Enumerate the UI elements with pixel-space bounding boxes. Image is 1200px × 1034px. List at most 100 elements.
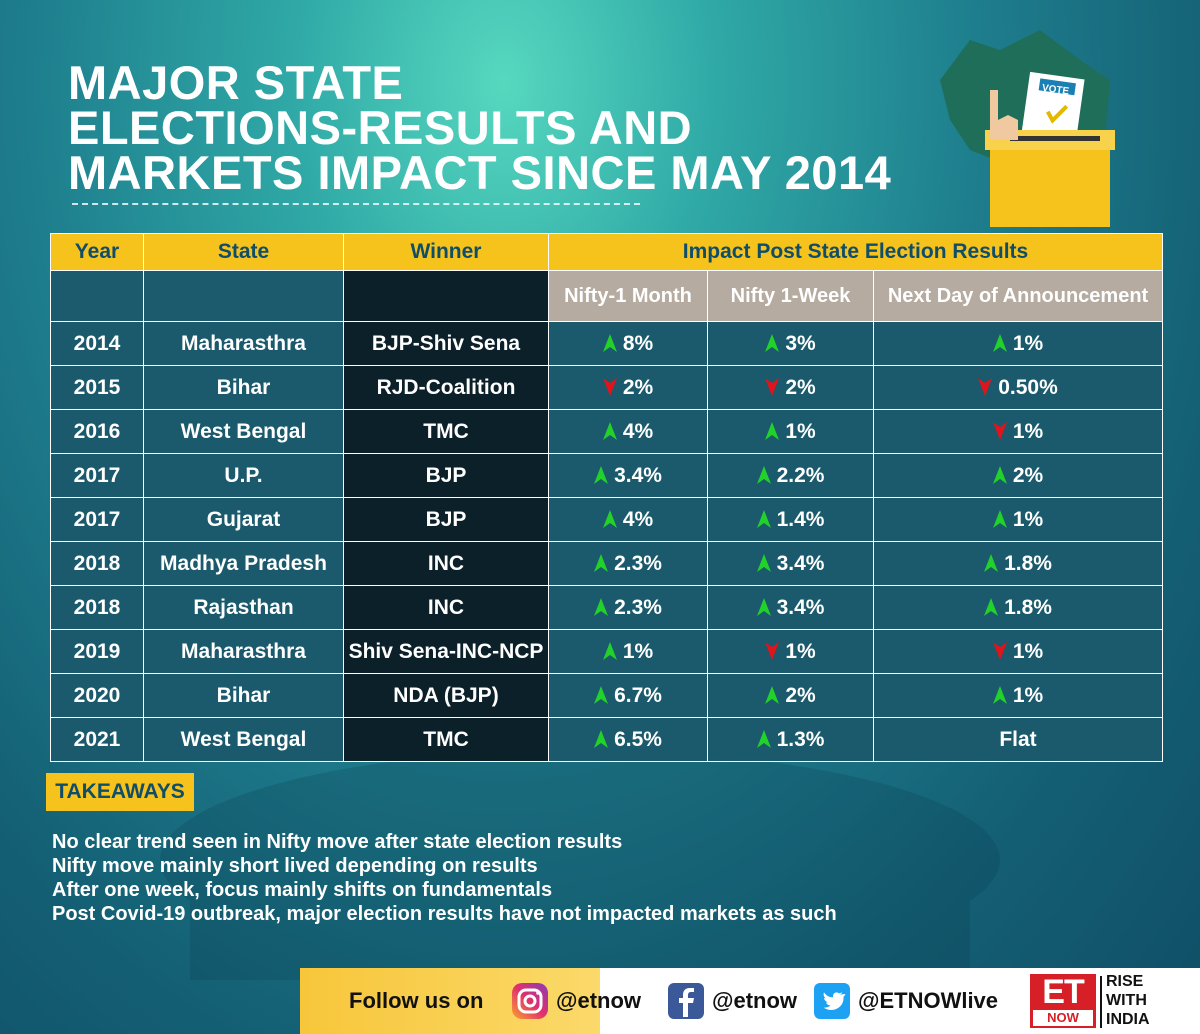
cell-year: 2018: [50, 541, 144, 586]
ballot-box-illustration: VOTE: [940, 30, 1115, 227]
cell-next-day: 1%: [872, 321, 1164, 366]
table-row: 2017 Gujarat BJP 4% 1.4% 1%: [50, 497, 1164, 542]
cell-year: 2017: [50, 497, 144, 542]
header-year: Year: [50, 233, 144, 271]
value-text: 1.8%: [1004, 551, 1052, 575]
cell-state: Gujarat: [143, 497, 344, 542]
arrow-up-icon: [594, 553, 609, 572]
cell-year: 2021: [50, 717, 144, 762]
table-row: 2019 Maharasthra Shiv Sena-INC-NCP 1% 1% 1%: [50, 629, 1164, 674]
cell-winner: TMC: [343, 409, 549, 454]
arrow-up-icon: [765, 685, 780, 704]
arrow-down-icon: [992, 641, 1007, 660]
cell-year: 2016: [50, 409, 144, 454]
logo-now-text: NOW: [1033, 1010, 1093, 1026]
arrow-up-icon: [756, 729, 771, 748]
header-state: State: [143, 233, 344, 271]
twitter-handle: @ETNOWlive: [858, 988, 999, 1013]
table-row: 2015 Bihar RJD-Coalition 2% 2% 0.50%: [50, 365, 1164, 410]
vote-label: VOTE: [1041, 83, 1070, 98]
cell-nifty-1-month: 2%: [548, 365, 708, 410]
title-line-2: ELECTIONS-RESULTS AND: [68, 101, 693, 154]
cell-winner: BJP: [343, 497, 549, 542]
cell-nifty-1-week: 3.4%: [707, 541, 874, 586]
value-text: 2%: [785, 683, 816, 707]
takeaways-label: TAKEAWAYS: [46, 773, 194, 811]
arrow-up-icon: [594, 685, 609, 704]
cell-state: West Bengal: [143, 717, 344, 762]
cell-nifty-1-week: 1.3%: [707, 717, 874, 762]
facebook-link[interactable]: @etnow: [666, 968, 797, 1034]
arrow-up-icon: [765, 421, 780, 440]
page-title: MAJOR STATE ELECTIONS-RESULTS AND MARKET…: [68, 56, 891, 196]
arrow-up-icon: [602, 509, 617, 528]
table-row: 2018 Rajasthan INC 2.3% 3.4% 1.8%: [50, 585, 1164, 630]
cell-state: Bihar: [143, 365, 344, 410]
instagram-link[interactable]: @etnow: [510, 968, 641, 1034]
cell-next-day: 1%: [872, 629, 1164, 674]
value-text: 1%: [1012, 507, 1044, 531]
arrow-up-icon: [992, 333, 1007, 352]
title-divider: [72, 203, 640, 205]
instagram-handle: @etnow: [556, 988, 642, 1013]
cell-nifty-1-month: 8%: [548, 321, 708, 366]
subheader-next-day: Next Day of Announcement: [872, 270, 1164, 322]
value-text: 2.2%: [776, 463, 825, 487]
value-text: 2%: [1012, 463, 1044, 487]
hand-icon: [990, 90, 1018, 140]
cell-next-day: 1.8%: [872, 585, 1164, 630]
value-text: 4%: [622, 507, 654, 531]
cell-state: Maharasthra: [143, 629, 344, 674]
arrow-up-icon: [594, 465, 609, 484]
cell-nifty-1-week: 1%: [707, 629, 874, 674]
cell-year: 2017: [50, 453, 144, 498]
ballot-box-icon: [990, 135, 1110, 227]
facebook-handle: @etnow: [712, 988, 798, 1013]
subheader-nifty-1-week: Nifty 1-Week: [707, 270, 874, 322]
value-text: 0.50%: [998, 375, 1058, 399]
cell-nifty-1-month: 3.4%: [548, 453, 708, 498]
cell-winner: BJP-Shiv Sena: [343, 321, 549, 366]
cell-nifty-1-month: 4%: [548, 409, 708, 454]
header-impact: Impact Post State Election Results: [547, 233, 1164, 271]
cell-nifty-1-week: 3%: [707, 321, 874, 366]
arrow-up-icon: [756, 597, 771, 616]
cell-winner: Shiv Sena-INC-NCP: [343, 629, 549, 674]
twitter-link[interactable]: @ETNOWlive: [812, 968, 998, 1034]
value-text: 2%: [622, 375, 654, 399]
cell-next-day: 1%: [872, 497, 1164, 542]
value-text: 1.8%: [1004, 595, 1052, 619]
value-text: 1%: [785, 639, 816, 663]
parliament-background-image: [160, 750, 1000, 980]
footer-divider: [1100, 976, 1102, 1028]
arrow-down-icon: [602, 377, 617, 396]
cell-nifty-1-month: 6.5%: [548, 717, 708, 762]
value-text: 2.3%: [614, 551, 662, 575]
takeaways-list: No clear trend seen in Nifty move after …: [52, 830, 837, 926]
cell-nifty-1-month: 6.7%: [548, 673, 708, 718]
cell-nifty-1-month: 2.3%: [548, 541, 708, 586]
title-line-1: MAJOR STATE: [68, 56, 404, 109]
cell-state: Bihar: [143, 673, 344, 718]
cell-next-day: 2%: [872, 453, 1164, 498]
value-text: 3.4%: [776, 551, 825, 575]
cell-winner: INC: [343, 541, 549, 586]
cell-state: West Bengal: [143, 409, 344, 454]
value-text: 6.7%: [614, 683, 662, 707]
tagline-line: INDIA: [1106, 1011, 1150, 1028]
logo-et-text: ET: [1042, 973, 1084, 1011]
cell-nifty-1-week: 1.4%: [707, 497, 874, 542]
arrow-up-icon: [756, 465, 771, 484]
value-text: 1%: [1012, 683, 1044, 707]
arrow-up-icon: [992, 465, 1007, 484]
cell-next-day: 1%: [872, 409, 1164, 454]
cell-year: 2015: [50, 365, 144, 410]
cell-state: Madhya Pradesh: [143, 541, 344, 586]
cell-next-day: Flat: [872, 717, 1164, 762]
cell-state: Rajasthan: [143, 585, 344, 630]
instagram-icon: [512, 983, 548, 1019]
value-text: 1%: [785, 419, 816, 443]
value-text: 1%: [622, 639, 654, 663]
et-now-logo: ET NOW: [1030, 974, 1096, 1028]
table-row: 2018 Madhya Pradesh INC 2.3% 3.4% 1.8%: [50, 541, 1164, 586]
